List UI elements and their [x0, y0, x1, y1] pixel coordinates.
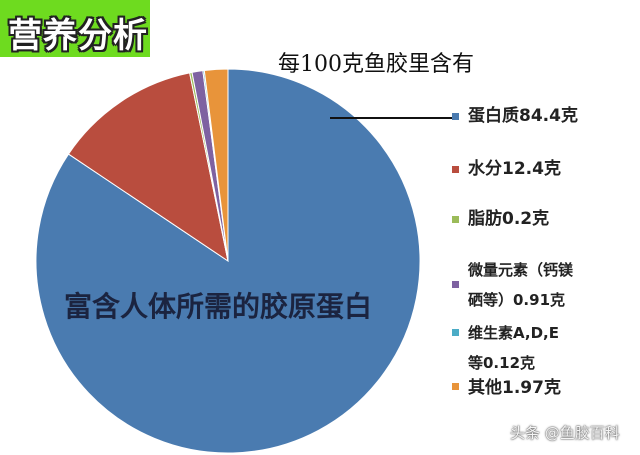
- legend-item-minerals: 微量元素（钙镁 硒等）0.91克: [452, 255, 573, 315]
- legend-swatch: [452, 281, 459, 288]
- chart-title: 每100克鱼胶里含有: [278, 52, 474, 77]
- legend-swatch: [452, 383, 459, 390]
- section-badge: 营养分析: [0, 0, 150, 57]
- legend-swatch: [452, 216, 459, 223]
- legend-item-water: 水分12.4克: [452, 155, 561, 183]
- watermark: 头条 @鱼胶百科: [510, 424, 620, 442]
- legend-swatch: [452, 166, 459, 173]
- badge-text: 营养分析: [8, 16, 148, 56]
- legend-item-fat: 脂肪0.2克: [452, 205, 549, 233]
- legend-item-vitamins: 维生素A,D,E 等0.12克: [452, 318, 559, 378]
- annotation-text: 富含人体所需的胶原蛋白: [64, 290, 373, 323]
- pie-slice-5: [203, 68, 229, 262]
- legend-swatch: [452, 329, 459, 336]
- legend-item-other: 其他1.97克: [452, 374, 561, 402]
- pie-slice-1: [67, 72, 229, 263]
- legend-swatch: [452, 113, 459, 120]
- legend-item-protein: 蛋白质84.4克: [452, 102, 578, 130]
